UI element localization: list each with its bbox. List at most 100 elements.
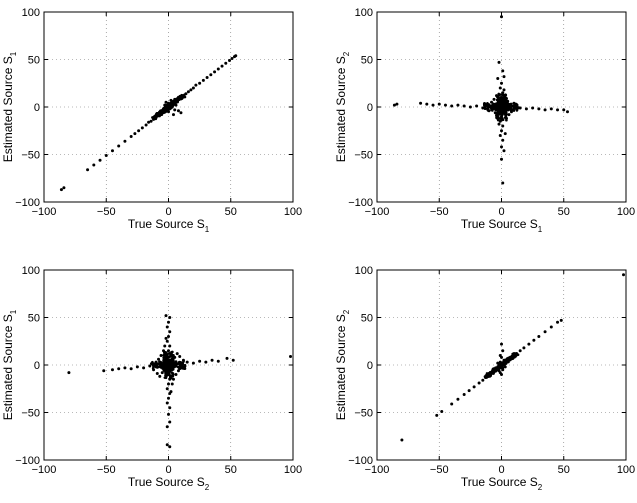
data-point bbox=[500, 157, 503, 161]
data-point bbox=[565, 110, 569, 114]
cluster-point bbox=[163, 376, 167, 379]
data-point bbox=[168, 344, 172, 348]
data-point bbox=[198, 81, 202, 85]
data-point bbox=[501, 124, 505, 128]
data-point bbox=[475, 104, 479, 108]
y-tick-label: 0 bbox=[34, 360, 40, 372]
data-point bbox=[175, 352, 179, 356]
data-point bbox=[220, 64, 224, 68]
data-point bbox=[179, 366, 183, 370]
data-point bbox=[165, 425, 169, 429]
cluster-point bbox=[165, 351, 168, 354]
data-point bbox=[135, 365, 139, 369]
data-point bbox=[514, 352, 518, 356]
cluster-point bbox=[492, 102, 495, 106]
data-point bbox=[549, 325, 553, 329]
data-point bbox=[167, 335, 170, 338]
x-tick-label: 0 bbox=[498, 464, 504, 476]
data-point bbox=[110, 149, 114, 153]
y-tick-label: −50 bbox=[354, 408, 373, 420]
data-point bbox=[491, 107, 495, 111]
data-point bbox=[462, 392, 466, 396]
data-point bbox=[501, 138, 505, 142]
data-point bbox=[497, 366, 501, 370]
data-point bbox=[468, 105, 472, 109]
data-point bbox=[191, 361, 195, 365]
data-point bbox=[167, 349, 170, 353]
data-point bbox=[556, 320, 560, 324]
y-axis-label: Estimated Source S1 bbox=[1, 51, 18, 162]
y-tick-label: 0 bbox=[34, 102, 40, 114]
y-tick-label: 50 bbox=[28, 313, 40, 325]
data-point bbox=[496, 77, 500, 80]
data-point bbox=[144, 123, 148, 127]
x-tick-label: −100 bbox=[365, 206, 390, 218]
data-point bbox=[174, 373, 178, 376]
data-point bbox=[157, 357, 161, 361]
cluster-point bbox=[163, 353, 167, 357]
data-point bbox=[204, 360, 208, 364]
data-point bbox=[216, 359, 220, 363]
data-point bbox=[165, 339, 169, 343]
y-tick-label: 100 bbox=[22, 265, 40, 277]
data-point bbox=[543, 108, 547, 112]
data-point bbox=[104, 153, 108, 157]
data-point bbox=[443, 103, 447, 107]
data-point bbox=[162, 107, 166, 111]
data-point bbox=[497, 99, 501, 103]
data-point bbox=[506, 99, 510, 103]
data-point bbox=[498, 86, 502, 90]
data-point bbox=[133, 132, 137, 136]
data-point bbox=[154, 365, 158, 369]
y-tick-label: 100 bbox=[355, 265, 373, 277]
data-point bbox=[179, 111, 183, 115]
y-tick-label: −50 bbox=[21, 408, 40, 420]
data-point bbox=[117, 367, 121, 371]
data-point bbox=[496, 361, 500, 365]
data-point bbox=[500, 145, 503, 149]
data-point bbox=[500, 81, 503, 85]
y-tick-label: 0 bbox=[367, 360, 373, 372]
data-point bbox=[186, 90, 190, 94]
data-point bbox=[543, 330, 547, 334]
data-point bbox=[487, 373, 491, 377]
cluster-point bbox=[163, 368, 167, 371]
data-point bbox=[500, 115, 503, 118]
x-tick-label: −100 bbox=[365, 464, 390, 476]
y-tick-label: −100 bbox=[348, 455, 373, 467]
data-point bbox=[148, 364, 152, 368]
y-tick-label: 50 bbox=[361, 313, 373, 325]
data-point bbox=[149, 119, 153, 123]
data-point bbox=[168, 102, 172, 106]
data-point bbox=[500, 355, 503, 359]
data-point bbox=[492, 97, 496, 101]
data-point bbox=[164, 336, 168, 340]
data-point bbox=[165, 387, 169, 391]
data-point bbox=[209, 73, 213, 77]
data-point bbox=[184, 92, 188, 96]
y-tick-label: −50 bbox=[21, 150, 40, 162]
data-point bbox=[490, 372, 494, 376]
data-point bbox=[185, 360, 189, 364]
data-points bbox=[59, 54, 238, 192]
data-point bbox=[210, 358, 214, 362]
data-point bbox=[481, 106, 485, 110]
x-tick-label: 0 bbox=[165, 206, 171, 218]
x-tick-label: 100 bbox=[284, 206, 302, 218]
data-points bbox=[392, 15, 569, 185]
x-axis-label: True Source S1 bbox=[461, 217, 543, 234]
data-point bbox=[556, 108, 560, 112]
data-point bbox=[485, 375, 489, 379]
data-point bbox=[440, 410, 444, 414]
data-point bbox=[176, 109, 180, 113]
data-point bbox=[191, 86, 195, 90]
data-point bbox=[507, 113, 511, 117]
data-point bbox=[532, 338, 536, 342]
data-point bbox=[170, 100, 174, 104]
data-point bbox=[487, 109, 491, 113]
data-point bbox=[86, 168, 90, 172]
cluster-point bbox=[183, 367, 187, 370]
data-point bbox=[165, 373, 169, 376]
data-point bbox=[163, 344, 167, 348]
x-tick-label: 50 bbox=[225, 464, 237, 476]
